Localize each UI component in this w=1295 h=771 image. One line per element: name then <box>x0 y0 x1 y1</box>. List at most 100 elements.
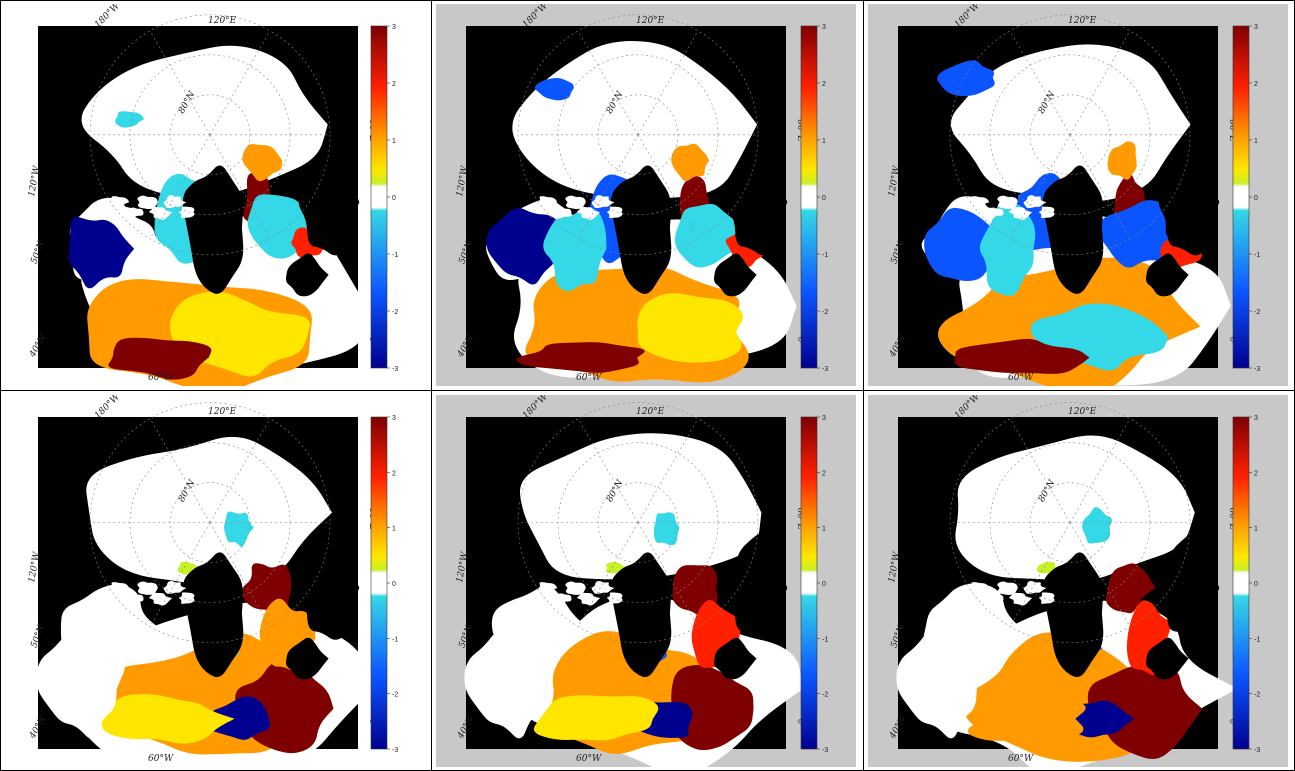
archipelago-island <box>565 581 586 595</box>
anomaly-patch <box>543 208 607 292</box>
colorbar-tick-label: -2 <box>1254 309 1260 316</box>
anomaly-patch <box>1036 561 1057 574</box>
map-label-lon-top-right: 120°E <box>1068 407 1097 417</box>
anomaly-patch <box>101 694 235 744</box>
anomaly-patch <box>534 77 574 101</box>
scandinavia <box>298 145 360 256</box>
scandinavia <box>726 532 788 640</box>
colorbar-tick-label: -2 <box>822 309 828 316</box>
map-label-lon-top-right: 120°E <box>208 407 237 417</box>
greenland <box>610 165 672 294</box>
map-label-lon-0: 0° <box>1227 719 1237 729</box>
map-panel-1: 180°W120°E80°N120°W50°N40°N60°W60°E0°321… <box>8 4 426 386</box>
archipelago-island <box>149 206 173 220</box>
archipelago-island <box>122 592 144 605</box>
anomaly-patch <box>108 337 212 380</box>
archipelago-island <box>163 580 187 594</box>
archipelago-island <box>537 196 558 209</box>
map-label-lon-0: 0° <box>1227 337 1237 347</box>
colorbar-scale <box>1232 25 1250 369</box>
colorbar-tick-label: 0 <box>1254 195 1258 202</box>
map-panel-6: 180°W 120°E 80°N 120°W 50°N 40°N 60°W 60°E 0° 3 2 1… <box>868 395 1288 767</box>
colorbar-tick-label: -1 <box>392 636 398 643</box>
colorbar-tick-label: 0 <box>392 581 396 588</box>
archipelago-island <box>982 592 1004 605</box>
map-label-lon-0: 0° <box>795 337 805 347</box>
colorbar-tick-label: 0 <box>822 195 826 202</box>
graticule-meridian <box>149 30 211 135</box>
map-area <box>896 402 1238 767</box>
colorbar-tick-label: -2 <box>1254 692 1260 699</box>
colorbar-tick-label: -2 <box>392 309 398 316</box>
archipelago-island <box>1039 206 1055 219</box>
colorbar-scale <box>370 25 388 369</box>
table-border-col1 <box>431 0 432 771</box>
colorbar: 3 2 1 0 -1 -2 -3 <box>1232 24 1260 373</box>
archipelago-island <box>1023 580 1047 594</box>
anomaly-patch <box>224 511 254 547</box>
greenland <box>610 552 672 678</box>
map-label-lon-top-right: 120°E <box>636 16 665 26</box>
graticule-meridian <box>577 134 639 239</box>
greenland <box>182 552 244 678</box>
colorbar-scale <box>370 416 388 750</box>
archipelago-island <box>550 206 572 219</box>
sea-ice <box>519 433 762 580</box>
map-label-lon-60w: 60°W <box>1008 373 1034 383</box>
archipelago-island <box>122 206 144 219</box>
map-label-lon-top-right: 120°E <box>208 16 237 26</box>
colorbar: 3 2 1 0 -1 -2 -3 <box>800 24 828 373</box>
anomaly-patch <box>516 342 645 373</box>
map-label-lon-60e: 60°E <box>795 119 805 142</box>
graticule-meridian <box>1069 30 1131 135</box>
archipelago-island <box>137 581 158 595</box>
table-border-middle <box>0 390 1295 391</box>
colorbar-tick-label: 0 <box>1254 581 1258 588</box>
anomaly-patch <box>242 144 283 182</box>
map-panel-3: 180°W 120°E 80°N 120°W 50°N 40°N 60°W 60°E 0° 3 2 1… <box>868 4 1288 386</box>
anomaly-patch <box>208 696 270 740</box>
archipelago-island <box>997 581 1018 595</box>
graticule-meridian <box>149 134 211 239</box>
map-panel-5: 180°W 120°E 80°N 120°W 50°N 40°N 60°W 60°E 0° 3 2 1… <box>436 395 856 767</box>
colorbar-scale <box>800 25 818 369</box>
map-area <box>38 14 367 386</box>
colorbar-tick-label: 2 <box>392 81 396 88</box>
graticule-meridian <box>1009 134 1071 239</box>
archipelago-island <box>109 582 130 595</box>
graticule-meridian <box>209 30 271 135</box>
archipelago-island <box>565 195 586 210</box>
map-panel-2: 180°W 120°E 80°N 120°W 50°N 40°N 60°W 60°E 0° 3 2 1… <box>436 4 856 386</box>
colorbar-tick-label: -3 <box>392 747 398 754</box>
colorbar-tick-label: 3 <box>392 415 396 422</box>
archipelago-island <box>1039 592 1055 604</box>
graticule-meridian <box>1069 418 1131 523</box>
archipelago-island <box>969 196 990 209</box>
anomaly-patch <box>653 512 680 546</box>
archipelago-island <box>149 592 173 606</box>
anomaly-patch <box>671 664 754 751</box>
greenland <box>182 165 244 294</box>
colorbar-tick-label: -3 <box>1254 366 1260 373</box>
anomaly-patch <box>1097 200 1174 268</box>
colorbar-tick-label: 2 <box>822 470 826 477</box>
map-label-lon-60w: 60°W <box>1008 754 1034 764</box>
archipelago-island <box>137 195 158 210</box>
table-border-top <box>0 0 1295 1</box>
colorbar: 3 2 1 0 -1 -2 -3 <box>370 415 398 754</box>
graticule-meridian <box>209 418 271 523</box>
map-label-lon-60w: 60°W <box>148 373 174 383</box>
graticule-meridian <box>1009 30 1071 135</box>
colorbar-tick-label: 1 <box>822 138 826 145</box>
scandinavia <box>1158 145 1220 256</box>
colorbar-tick-label: -1 <box>822 636 828 643</box>
archipelago-island <box>109 196 130 209</box>
anomaly-patch <box>1082 507 1112 544</box>
graticule-meridian <box>1009 418 1071 523</box>
north-america <box>896 630 986 739</box>
colorbar-tick-label: 1 <box>392 526 396 533</box>
